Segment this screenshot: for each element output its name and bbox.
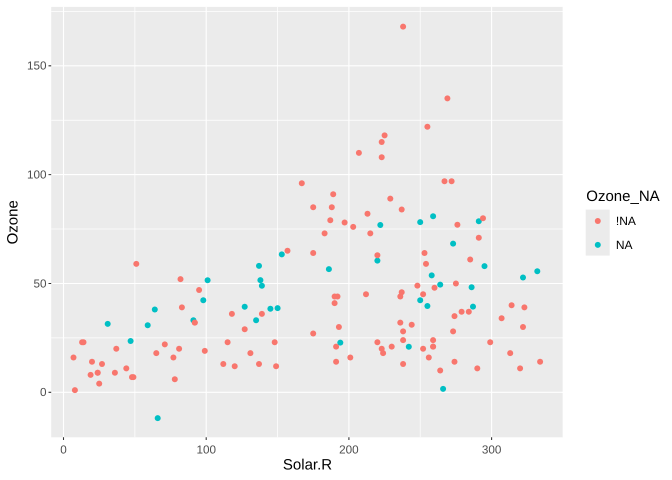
svg-text:0: 0	[40, 386, 47, 399]
svg-text:Ozone_NA: Ozone_NA	[586, 188, 659, 205]
svg-text:NA: NA	[616, 238, 633, 252]
svg-text:150: 150	[27, 60, 47, 73]
svg-text:Ozone: Ozone	[5, 200, 22, 244]
svg-text:50: 50	[33, 277, 47, 290]
svg-text:100: 100	[196, 444, 216, 457]
svg-text:200: 200	[339, 444, 359, 457]
svg-text:300: 300	[482, 444, 502, 457]
svg-text:100: 100	[27, 169, 47, 182]
svg-text:0: 0	[60, 444, 67, 457]
svg-text:Solar.R: Solar.R	[283, 457, 332, 474]
svg-text:!NA: !NA	[616, 214, 636, 228]
